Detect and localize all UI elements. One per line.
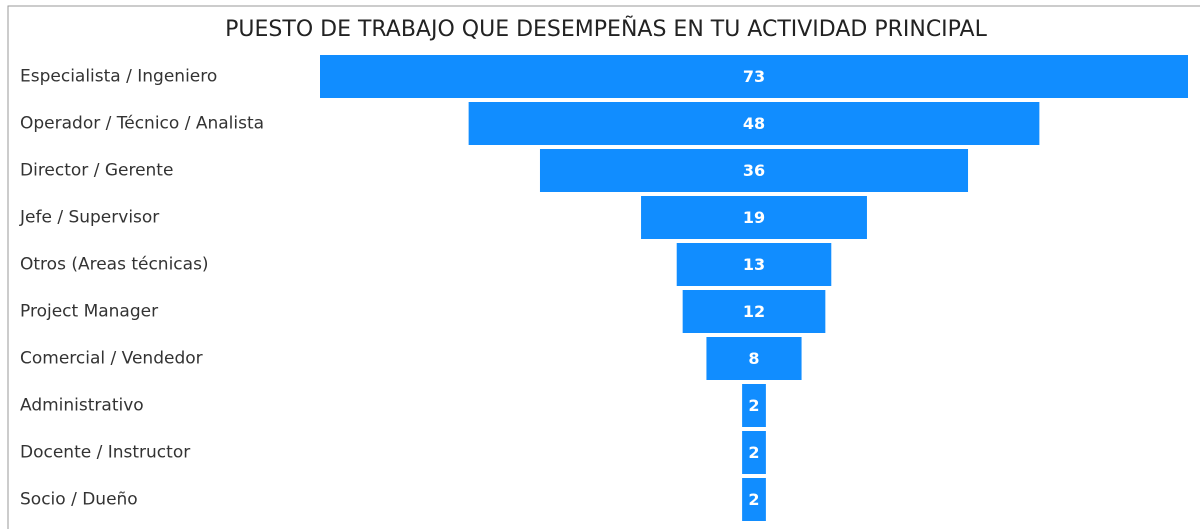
frame (7, 5, 1200, 529)
value-label: 2 (748, 443, 759, 462)
bar (742, 478, 766, 521)
bar (682, 290, 826, 333)
category-label: Director / Gerente (20, 161, 173, 181)
category-label: Project Manager (20, 302, 158, 322)
bar (742, 384, 766, 427)
bar (706, 337, 802, 380)
category-label: Comercial / Vendedor (20, 349, 203, 369)
bar (641, 196, 867, 239)
value-label: 73 (743, 67, 765, 86)
value-label: 12 (743, 302, 765, 321)
category-label: Jefe / Supervisor (19, 208, 159, 228)
category-label: Otros (Areas técnicas) (20, 255, 209, 275)
value-label: 13 (743, 255, 765, 274)
bar (539, 149, 969, 192)
value-label: 2 (748, 396, 759, 415)
bar (320, 55, 1188, 98)
value-label: 8 (748, 349, 759, 368)
chart-title: PUESTO DE TRABAJO QUE DESEMPEÑAS EN TU A… (225, 15, 987, 42)
category-label: Administrativo (20, 396, 144, 416)
value-label: 36 (743, 161, 765, 180)
bar (676, 243, 832, 286)
category-label: Docente / Instructor (20, 443, 190, 463)
category-label: Socio / Dueño (20, 490, 138, 510)
bar (742, 431, 766, 474)
bar (468, 102, 1040, 145)
value-label: 48 (743, 114, 765, 133)
category-label: Operador / Técnico / Analista (20, 114, 264, 134)
value-label: 19 (743, 208, 765, 227)
category-label: Especialista / Ingeniero (20, 67, 217, 87)
value-label: 2 (748, 490, 759, 509)
